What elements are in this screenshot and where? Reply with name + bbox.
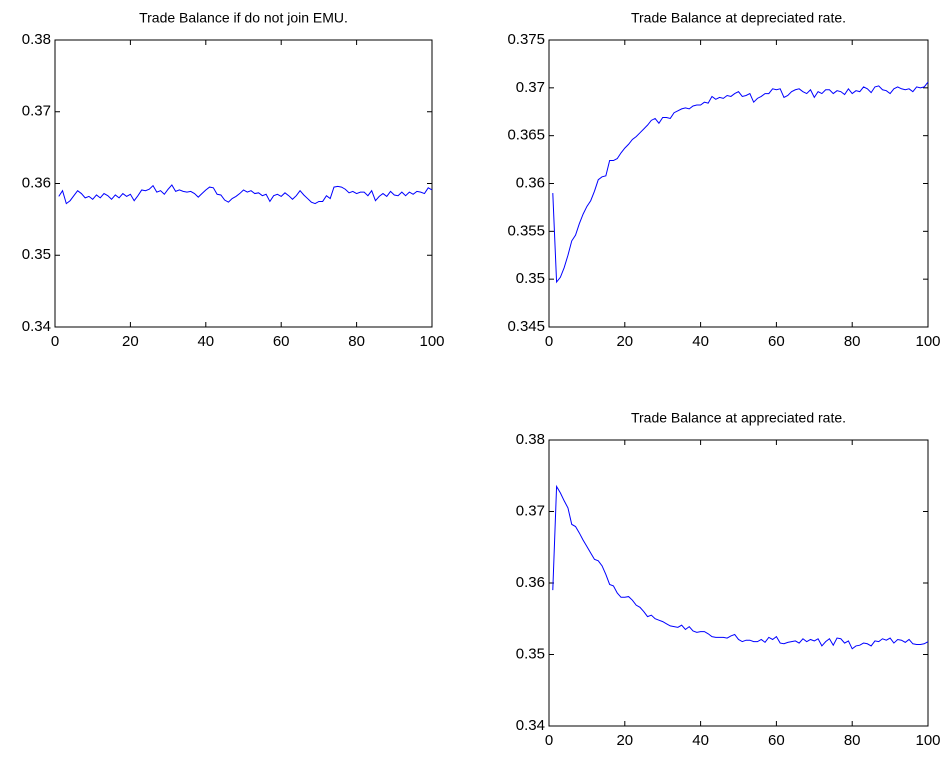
y-tick-label: 0.36 bbox=[22, 174, 51, 191]
data-line bbox=[58, 184, 433, 205]
x-tick-label: 20 bbox=[616, 333, 633, 350]
x-tick-label: 20 bbox=[616, 732, 633, 749]
subplot-title: Trade Balance at depreciated rate. bbox=[631, 10, 846, 26]
subplot-title: Trade Balance at appreciated rate. bbox=[631, 410, 846, 426]
subplot-title: Trade Balance if do not join EMU. bbox=[139, 10, 348, 26]
data-line bbox=[552, 81, 929, 284]
x-tick-label: 60 bbox=[768, 333, 785, 350]
x-tick-label: 40 bbox=[197, 333, 214, 350]
y-tick-label: 0.35 bbox=[516, 645, 545, 662]
y-tick-label: 0.35 bbox=[22, 246, 51, 263]
y-tick-label: 0.35 bbox=[516, 270, 545, 287]
y-tick-label: 0.375 bbox=[507, 31, 545, 48]
y-tick-label: 0.36 bbox=[516, 574, 545, 591]
x-tick-label: 100 bbox=[915, 732, 940, 749]
y-tick-label: 0.345 bbox=[507, 318, 545, 335]
x-tick-label: 60 bbox=[768, 732, 785, 749]
y-tick-label: 0.37 bbox=[22, 103, 51, 120]
x-tick-label: 40 bbox=[692, 732, 709, 749]
x-tick-label: 80 bbox=[844, 732, 861, 749]
axes-box bbox=[548, 39, 929, 328]
x-tick-label: 100 bbox=[915, 333, 940, 350]
x-tick-label: 80 bbox=[348, 333, 365, 350]
y-tick-label: 0.34 bbox=[22, 318, 51, 335]
x-tick-label: 40 bbox=[692, 333, 709, 350]
y-tick-label: 0.37 bbox=[516, 502, 545, 519]
y-tick-label: 0.355 bbox=[507, 222, 545, 239]
x-tick-label: 20 bbox=[122, 333, 139, 350]
axes-box bbox=[54, 39, 433, 328]
x-tick-label: 0 bbox=[545, 732, 553, 749]
x-tick-label: 0 bbox=[51, 333, 59, 350]
y-tick-label: 0.365 bbox=[507, 127, 545, 144]
x-tick-label: 0 bbox=[545, 333, 553, 350]
x-tick-label: 60 bbox=[273, 333, 290, 350]
y-tick-label: 0.37 bbox=[516, 79, 545, 96]
x-tick-label: 100 bbox=[419, 333, 444, 350]
y-tick-label: 0.38 bbox=[22, 31, 51, 48]
subplot: Trade Balance at appreciated rate. 0.34 0.… bbox=[516, 410, 941, 749]
x-tick-label: 80 bbox=[844, 333, 861, 350]
y-tick-label: 0.36 bbox=[516, 174, 545, 191]
axes-box bbox=[548, 439, 929, 727]
subplot: Trade Balance if do not join EMU. 0.34 0.3… bbox=[22, 10, 445, 350]
data-line bbox=[552, 484, 929, 650]
y-tick-label: 0.38 bbox=[516, 431, 545, 448]
subplot: Trade Balance at depreciated rate.0.3450… bbox=[507, 10, 940, 350]
y-tick-label: 0.34 bbox=[516, 717, 545, 734]
